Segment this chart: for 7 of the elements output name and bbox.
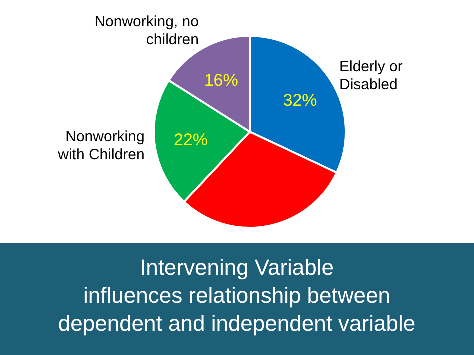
data-label: 32% — [283, 91, 318, 110]
slice-label: Nonworking, no children — [94, 13, 199, 48]
slice-label: Elderly or Disabled — [340, 58, 403, 94]
data-label: 22% — [174, 130, 208, 150]
data-label: 16% — [204, 70, 238, 90]
text: Intervening Variable influences relationship between dependent and independent variable — [58, 255, 416, 336]
slice-label: Nonworking with Children — [57, 128, 145, 164]
